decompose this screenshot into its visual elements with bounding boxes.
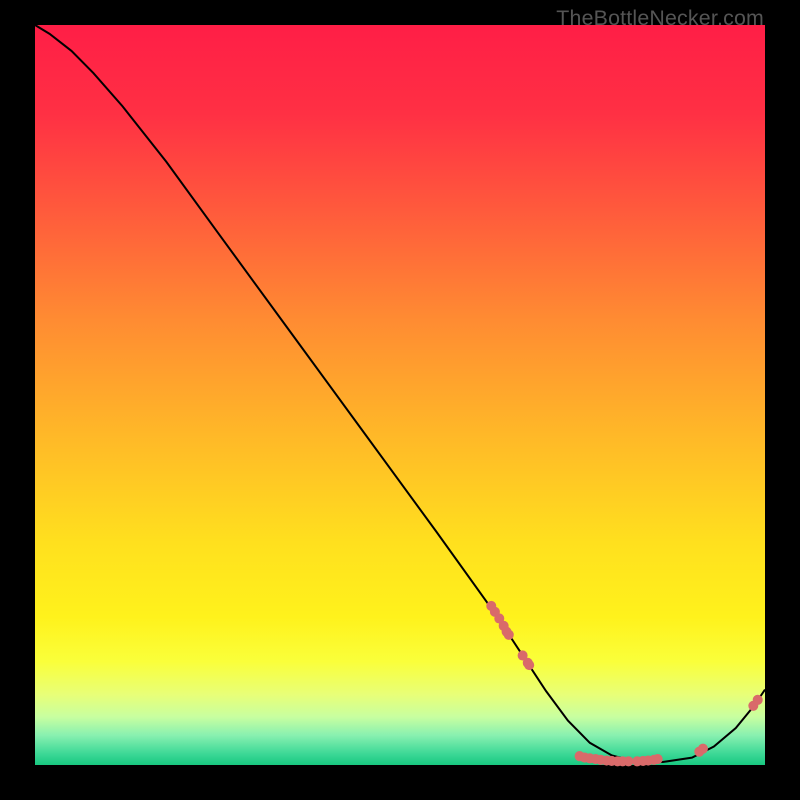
data-marker: [504, 630, 514, 640]
data-marker: [653, 754, 663, 764]
data-marker: [524, 660, 534, 670]
data-marker: [623, 756, 633, 766]
chart-svg-layer: [35, 25, 765, 765]
plot-area: [35, 25, 765, 765]
bottleneck-curve-line: [35, 25, 765, 762]
watermark-text: TheBottleNecker.com: [556, 6, 764, 31]
chart-frame: TheBottleNecker.com: [0, 0, 800, 800]
data-marker: [753, 695, 763, 705]
data-marker: [698, 744, 708, 754]
